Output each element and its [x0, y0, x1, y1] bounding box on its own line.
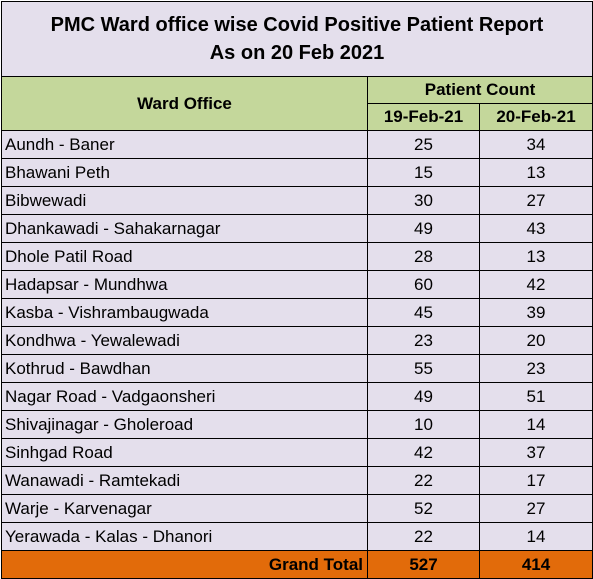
count-date1-cell: 60 [367, 270, 480, 299]
count-date2-cell: 42 [479, 270, 593, 299]
ward-name-cell: Kasba - Vishrambaugwada [1, 298, 368, 327]
table-row: Shivajinagar - Gholeroad 10 14 [1, 410, 593, 439]
count-date1-cell: 42 [367, 438, 480, 467]
ward-name-cell: Kondhwa - Yewalewadi [1, 326, 368, 355]
grand-total-label: Grand Total [1, 550, 368, 579]
table-row: Bibwewadi 30 27 [1, 186, 593, 215]
table-row: Hadapsar - Mundhwa 60 42 [1, 270, 593, 299]
table-row: Warje - Karvenagar 52 27 [1, 494, 593, 523]
grand-total-date2: 414 [479, 550, 593, 579]
table-row: Nagar Road - Vadgaonsheri 49 51 [1, 382, 593, 411]
count-date2-cell: 27 [479, 186, 593, 215]
title-line-1: PMC Ward office wise Covid Positive Pati… [50, 14, 544, 36]
count-date2-cell: 20 [479, 326, 593, 355]
table-row: Wanawadi - Ramtekadi 22 17 [1, 466, 593, 495]
count-date1-cell: 15 [367, 158, 480, 187]
count-date1-cell: 25 [367, 130, 480, 159]
ward-name-cell: Dhankawadi - Sahakarnagar [1, 214, 368, 243]
count-date1-cell: 52 [367, 494, 480, 523]
title-line-2: As on 20 Feb 2021 [209, 42, 385, 64]
count-date2-cell: 34 [479, 130, 593, 159]
grand-total-row: Grand Total 527 414 [1, 550, 593, 579]
ward-office-header: Ward Office [1, 76, 368, 131]
ward-name-cell: Yerawada - Kalas - Dhanori [1, 522, 368, 551]
table-row: Kothrud - Bawdhan 55 23 [1, 354, 593, 383]
ward-name-cell: Bhawani Peth [1, 158, 368, 187]
ward-name-cell: Hadapsar - Mundhwa [1, 270, 368, 299]
table-row: Yerawada - Kalas - Dhanori 22 14 [1, 522, 593, 551]
ward-name-cell: Bibwewadi [1, 186, 368, 215]
date2-header: 20-Feb-21 [479, 103, 593, 131]
count-date2-cell: 39 [479, 298, 593, 327]
patient-count-header: Patient Count [367, 76, 593, 104]
count-date2-cell: 17 [479, 466, 593, 495]
ward-name-cell: Nagar Road - Vadgaonsheri [1, 382, 368, 411]
count-date2-cell: 13 [479, 158, 593, 187]
table-row: Kasba - Vishrambaugwada 45 39 [1, 298, 593, 327]
table-row: Dhankawadi - Sahakarnagar 49 43 [1, 214, 593, 243]
count-date1-cell: 10 [367, 410, 480, 439]
count-date2-cell: 27 [479, 494, 593, 523]
table-row: Kondhwa - Yewalewadi 23 20 [1, 326, 593, 355]
grand-total-date1: 527 [367, 550, 480, 579]
count-date1-cell: 22 [367, 522, 480, 551]
count-date2-cell: 51 [479, 382, 593, 411]
ward-name-cell: Aundh - Baner [1, 130, 368, 159]
count-date2-cell: 37 [479, 438, 593, 467]
count-date1-cell: 49 [367, 214, 480, 243]
count-date1-cell: 45 [367, 298, 480, 327]
ward-rows: Aundh - Baner 25 34 Bhawani Peth 15 13 Bibwewa… [1, 130, 593, 551]
count-date2-cell: 13 [479, 242, 593, 271]
date1-header: 19-Feb-21 [367, 103, 480, 131]
count-date2-cell: 14 [479, 522, 593, 551]
count-date1-cell: 55 [367, 354, 480, 383]
table-row: Sinhgad Road 42 37 [1, 438, 593, 467]
count-date1-cell: 49 [367, 382, 480, 411]
ward-name-cell: Sinhgad Road [1, 438, 368, 467]
table-row: Dhole Patil Road 28 13 [1, 242, 593, 271]
ward-name-cell: Warje - Karvenagar [1, 494, 368, 523]
ward-name-cell: Wanawadi - Ramtekadi [1, 466, 368, 495]
count-date2-cell: 43 [479, 214, 593, 243]
report-title: PMC Ward office wise Covid Positive Pati… [1, 1, 593, 77]
ward-name-cell: Kothrud - Bawdhan [1, 354, 368, 383]
count-date1-cell: 28 [367, 242, 480, 271]
ward-name-cell: Dhole Patil Road [1, 242, 368, 271]
count-date2-cell: 23 [479, 354, 593, 383]
count-date1-cell: 23 [367, 326, 480, 355]
count-date1-cell: 22 [367, 466, 480, 495]
count-date2-cell: 14 [479, 410, 593, 439]
count-date1-cell: 30 [367, 186, 480, 215]
table-row: Aundh - Baner 25 34 [1, 130, 593, 159]
table-row: Bhawani Peth 15 13 [1, 158, 593, 187]
ward-name-cell: Shivajinagar - Gholeroad [1, 410, 368, 439]
